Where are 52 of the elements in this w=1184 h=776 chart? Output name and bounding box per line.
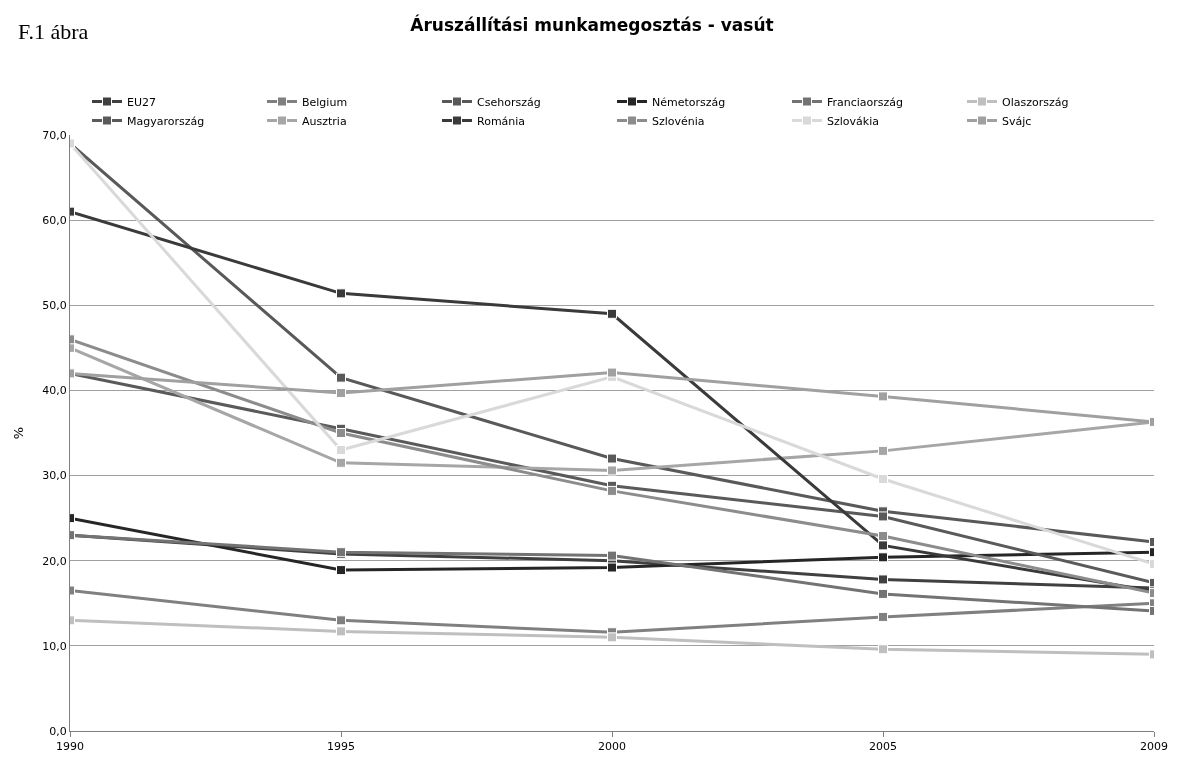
- y-axis-title: %: [11, 426, 27, 440]
- point: [607, 453, 617, 464]
- point: [607, 485, 617, 496]
- point: [878, 391, 888, 402]
- point: [878, 611, 888, 622]
- legend-label: Ausztria: [302, 114, 347, 128]
- point: [878, 588, 888, 599]
- y-tick-label: 0,0: [49, 724, 67, 738]
- point: [607, 632, 617, 643]
- x-tick-label: 2009: [1140, 740, 1168, 754]
- point: [878, 574, 888, 585]
- point: [607, 308, 617, 319]
- y-tick-label: 60,0: [42, 213, 67, 227]
- x-tick-label: 2000: [598, 740, 626, 754]
- y-tick-label: 50,0: [42, 299, 67, 313]
- legend-label: Magyarország: [127, 114, 205, 128]
- point: [878, 531, 888, 542]
- legend-label: Belgium: [302, 95, 348, 109]
- point: [878, 552, 888, 563]
- point: [336, 615, 346, 626]
- y-tick-label: 20,0: [42, 554, 67, 568]
- point: [336, 457, 346, 468]
- point: [878, 540, 888, 551]
- x-tick-label: 2005: [869, 740, 897, 754]
- legend-label: Olaszország: [1002, 95, 1069, 109]
- y-tick-label: 70,0: [42, 128, 67, 142]
- point: [336, 626, 346, 637]
- point: [336, 372, 346, 383]
- legend-label: Franciaország: [827, 95, 904, 109]
- legend-label: Németország: [652, 95, 726, 109]
- legend-label: EU27: [127, 95, 156, 109]
- legend-label: Szlovénia: [652, 114, 705, 128]
- chart-title: Áruszállítási munkamegosztás - vasút: [410, 14, 774, 36]
- y-tick-label: 10,0: [42, 639, 67, 653]
- point: [336, 288, 346, 299]
- text: F.1 ábra: [18, 19, 89, 44]
- point: [336, 387, 346, 398]
- y-tick-label: 30,0: [42, 469, 67, 483]
- legend-label: Románia: [477, 114, 526, 128]
- point: [607, 367, 617, 378]
- legend-label: Szlovákia: [827, 114, 879, 128]
- point: [336, 428, 346, 438]
- point: [336, 565, 346, 576]
- legend-label: Svájc: [1002, 114, 1032, 128]
- legend-label: Csehország: [477, 95, 541, 109]
- x-tick-label: 1990: [56, 740, 84, 754]
- point: [878, 511, 888, 522]
- x-tick-label: 1995: [327, 740, 355, 754]
- point: [607, 465, 617, 476]
- point: [878, 644, 888, 655]
- y-tick-label: 40,0: [42, 384, 67, 398]
- point: [878, 445, 888, 456]
